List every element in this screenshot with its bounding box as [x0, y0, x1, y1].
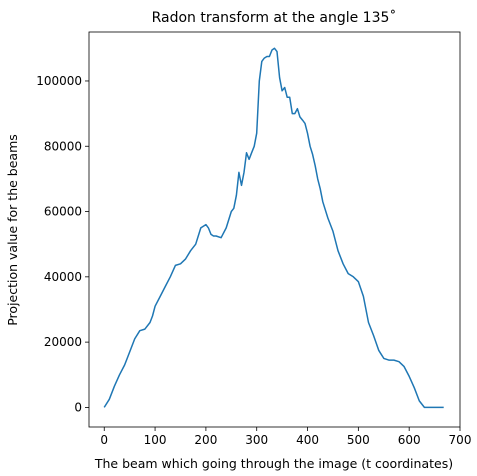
series-line-0 [103, 47, 444, 409]
y-tick-label: 100000 [36, 74, 82, 88]
x-tick-label: 0 [100, 433, 108, 447]
x-tick-label: 200 [194, 433, 217, 447]
x-tick-label: 300 [245, 433, 268, 447]
x-tick-label: 500 [347, 433, 370, 447]
y-tick-label: 20000 [44, 335, 82, 349]
x-tick-label: 100 [144, 433, 167, 447]
y-tick-label: 80000 [44, 139, 82, 153]
x-tick-label: 700 [449, 433, 472, 447]
x-axis-label: The beam which going through the image (… [94, 456, 453, 471]
y-tick-label: 40000 [44, 270, 82, 284]
y-tick-label: 0 [74, 400, 82, 414]
x-tick-label: 600 [398, 433, 421, 447]
axes-frame [88, 31, 461, 428]
chart-title: Radon transform at the angle 135˚ [152, 9, 397, 26]
x-tick-label: 400 [296, 433, 319, 447]
plot-area: 0 100 200 300 400 500 600 700 0 20000 40000 60000 80… [36, 31, 472, 447]
y-axis-label: Projection value for the beams [5, 134, 20, 326]
y-tick-label: 60000 [44, 205, 82, 219]
